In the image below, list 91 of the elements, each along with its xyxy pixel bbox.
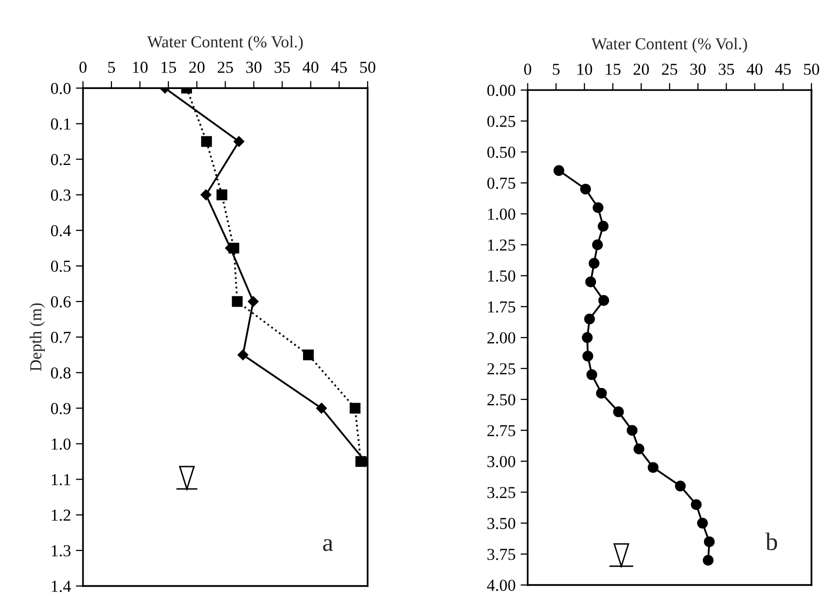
x-tick-label: 45 — [331, 62, 347, 73]
point — [200, 189, 212, 200]
x-tick-label: 0 — [524, 64, 532, 75]
y-tick-label: 1.75 — [488, 301, 516, 313]
x-tick-label: 40 — [746, 64, 762, 75]
point — [303, 349, 314, 360]
y-tick-label: 0.8 — [50, 367, 71, 379]
y-tick-label: 0.25 — [487, 116, 516, 128]
y-tick-label: 0.2 — [50, 154, 70, 166]
point — [582, 332, 593, 343]
y-tick-label: 0.7 — [50, 332, 71, 344]
point — [216, 189, 228, 200]
x-tick-label: 40 — [302, 62, 318, 73]
x-tick-label: 45 — [775, 64, 791, 75]
y-tick-label: 2.00 — [487, 332, 516, 344]
y-axis-title: Depth (m) — [30, 303, 45, 372]
y-tick-label: 0.4 — [50, 225, 71, 236]
x-tick-label: 10 — [133, 62, 148, 73]
y-tick-label: 4.00 — [487, 580, 516, 592]
y-tick-label: 3.50 — [487, 518, 516, 530]
point — [592, 202, 604, 214]
point — [598, 295, 610, 306]
y-tick-label: 0.1 — [50, 118, 70, 130]
x-tick-label: 5 — [552, 64, 560, 75]
x-tick-label: 50 — [804, 64, 820, 75]
y-tick-label: 3.75 — [487, 548, 516, 560]
x-tick-label: 5 — [108, 62, 115, 73]
point — [584, 314, 595, 324]
x-tick-label: 20 — [189, 62, 205, 73]
y-tick-label: 0.9 — [50, 402, 71, 414]
point — [585, 276, 596, 288]
point — [316, 402, 327, 414]
y-tick-label: 2.75 — [487, 425, 516, 436]
x-tick-label: 30 — [246, 62, 262, 73]
point — [554, 165, 564, 176]
point — [588, 258, 600, 269]
y-tick-label: 3.00 — [487, 456, 516, 468]
point — [582, 350, 594, 362]
x-axis-title: Water Content (% Vol.) — [591, 38, 748, 53]
y-tick-label: 0.3 — [50, 190, 71, 201]
point — [702, 554, 714, 566]
y-tick-label: 2.50 — [487, 394, 516, 406]
point — [234, 136, 244, 147]
y-tick-label: 1.25 — [488, 239, 516, 251]
point — [634, 444, 644, 454]
annotation: b — [765, 532, 778, 550]
point — [704, 536, 715, 548]
point — [674, 480, 686, 492]
y-tick-label: 0.6 — [50, 296, 71, 308]
y-tick-label: 0.00 — [487, 84, 516, 96]
y-tick-label: 1.2 — [52, 510, 70, 521]
point — [238, 349, 248, 360]
x-tick-label: 20 — [634, 64, 649, 75]
y-tick-label: 1.0 — [52, 438, 71, 450]
point — [248, 296, 259, 307]
x-tick-label: 10 — [578, 64, 592, 75]
point — [232, 296, 243, 307]
point — [598, 220, 609, 232]
x-axis-title: Water Content (% Vol.) — [147, 36, 303, 51]
x-tick-label: 30 — [690, 64, 706, 75]
point — [592, 239, 603, 250]
point — [586, 369, 598, 380]
x-tick-label: 15 — [162, 62, 176, 73]
point — [596, 388, 607, 399]
x-tick-label: 15 — [606, 64, 620, 75]
y-tick-label: 0.5 — [50, 260, 71, 272]
y-tick-label: 0.75 — [487, 178, 516, 189]
x-tick-label: 25 — [662, 64, 678, 75]
x-tick-label: 25 — [218, 62, 233, 73]
y-tick-label: 3.25 — [487, 486, 516, 498]
x-tick-label: 50 — [360, 62, 376, 73]
point — [580, 184, 591, 194]
y-tick-label: 1.4 — [52, 580, 71, 592]
y-tick-label: 1.00 — [488, 208, 516, 220]
point — [690, 499, 702, 510]
point — [350, 402, 360, 414]
y-tick-label: 0.50 — [487, 146, 516, 158]
x-tick-label: 35 — [274, 62, 290, 73]
annotation: a — [323, 539, 333, 552]
x-tick-label: 35 — [718, 64, 734, 75]
y-tick-label: 2.25 — [487, 363, 516, 374]
y-tick-label: 1.1 — [52, 474, 70, 486]
point — [626, 424, 638, 436]
point — [613, 406, 624, 418]
y-tick-label: 1.3 — [52, 545, 71, 556]
point — [201, 136, 212, 147]
y-tick-label: 0.0 — [50, 82, 71, 94]
x-tick-label: 0 — [79, 62, 87, 73]
y-tick-label: 1.50 — [488, 270, 516, 282]
point — [697, 518, 708, 529]
point — [648, 462, 658, 473]
